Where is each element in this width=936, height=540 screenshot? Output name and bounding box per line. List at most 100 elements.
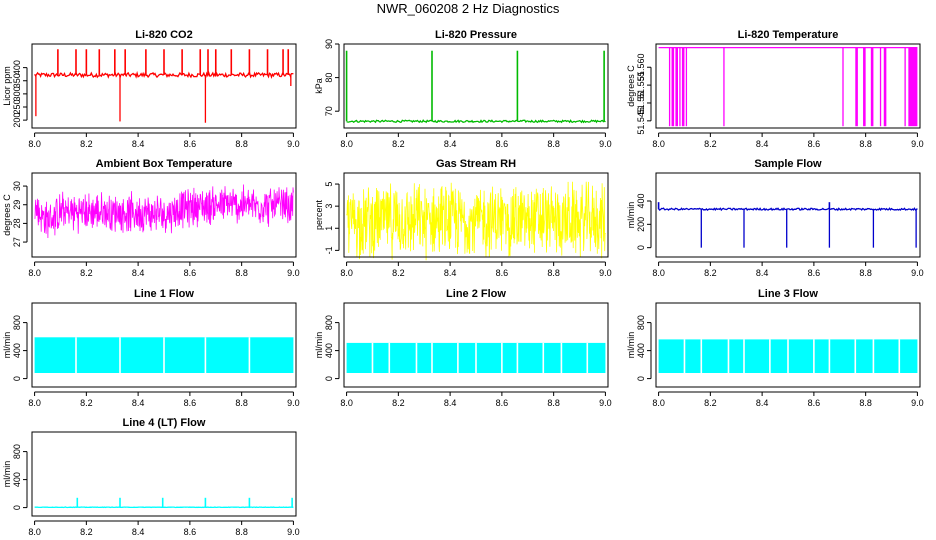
plot-frame-ambient <box>31 172 297 258</box>
drop-band-temperature <box>681 47 685 127</box>
block-gap-line3 <box>854 339 857 373</box>
block-gap-line1 <box>163 337 165 373</box>
y-tick-label: 400 <box>636 193 646 208</box>
x-tick-label: 8.6 <box>184 268 197 278</box>
y-axis-label-line3: ml/min <box>626 332 636 359</box>
y-tick-label: 0 <box>636 376 646 381</box>
y-tick-label: 0 <box>12 505 22 510</box>
x-tick-label: 8.6 <box>808 139 821 149</box>
drop-band-temperature <box>679 47 681 127</box>
y-axis-label-sample: ml/min <box>626 202 636 229</box>
y-tick-label: 80 <box>324 73 334 83</box>
x-tick-label: 8.6 <box>808 398 821 408</box>
drop-band-temperature <box>870 47 874 127</box>
x-tick-label: 8.8 <box>547 398 560 408</box>
y-tick-label: 27 <box>12 237 22 247</box>
x-tick-label: 8.8 <box>859 139 872 149</box>
plot-frame-line4 <box>31 431 297 517</box>
x-tick-label: 8.6 <box>184 139 197 149</box>
y-tick-label: 0 <box>12 376 22 381</box>
block-gap-line2 <box>516 342 519 373</box>
x-tick-label: 8.8 <box>859 268 872 278</box>
chart-title-line2: Line 2 Flow <box>446 288 506 300</box>
chart-panel-line4: Line 4 (LT) Flow 8.0 8.2 8.4 8.6 8.8 9.0 0 400 80… <box>2 417 300 537</box>
y-tick-label: 0 <box>324 376 334 381</box>
x-tick-label: 9.0 <box>287 139 300 149</box>
x-tick-label: 8.8 <box>859 398 872 408</box>
x-tick-label: 8.0 <box>340 139 353 149</box>
block-gap-line2 <box>371 342 374 373</box>
chart-panel-ambient: Ambient Box Temperature 8.0 8.2 8.4 8.6 8.8 9.… <box>2 158 300 278</box>
x-tick-label: 8.4 <box>444 398 457 408</box>
block-gap-line3 <box>683 339 686 373</box>
block-gap-line2 <box>560 342 563 373</box>
block-gap-line1 <box>248 337 251 373</box>
x-tick-label: 8.6 <box>808 268 821 278</box>
y-tick-label: 5 <box>324 182 334 187</box>
x-tick-label: 8.2 <box>80 398 93 408</box>
drop-band-temperature <box>671 47 675 127</box>
block-gap-line3 <box>813 339 815 373</box>
x-tick-label: 8.2 <box>80 139 93 149</box>
y-tick-label: 1 <box>324 226 334 231</box>
chart-title-line1: Line 1 Flow <box>134 288 194 300</box>
block-gap-line2 <box>475 342 477 373</box>
chart-panel-line2: Line 2 Flow 8.0 8.2 8.4 8.6 8.8 9.0 0 400 800ml/m… <box>314 288 612 408</box>
y-tick-label: 51.555 <box>636 71 646 99</box>
y-tick-label: 400 <box>324 343 334 358</box>
x-tick-label: 8.0 <box>28 268 41 278</box>
drop-band-temperature <box>668 47 671 127</box>
x-tick-label: 9.0 <box>599 139 612 149</box>
x-tick-label: 8.0 <box>652 268 665 278</box>
chart-title-line4: Line 4 (LT) Flow <box>123 417 206 429</box>
block-gap-line3 <box>743 339 745 373</box>
chart-title-line3: Line 3 Flow <box>758 288 818 300</box>
block-gap-line3 <box>828 339 831 373</box>
y-tick-label: 400 <box>12 60 22 75</box>
block-gap-line2 <box>501 342 503 373</box>
series-line-pressure <box>346 119 606 124</box>
y-tick-label: 29 <box>12 200 22 210</box>
chart-title-sample: Sample Flow <box>754 158 822 170</box>
y-tick-label: 51.55 <box>636 92 646 115</box>
y-tick-label: 300 <box>12 86 22 101</box>
plot-frame-sample <box>655 172 921 258</box>
y-axis-label-temperature: degrees C <box>626 65 636 107</box>
x-tick-label: 8.8 <box>547 139 560 149</box>
chart-title-rh: Gas Stream RH <box>436 158 516 170</box>
block-gap-line1 <box>75 337 77 373</box>
x-tick-label: 8.2 <box>704 268 717 278</box>
x-tick-label: 8.4 <box>132 398 145 408</box>
x-tick-label: 8.4 <box>132 268 145 278</box>
series-line-line4 <box>34 506 294 509</box>
page-title: NWR_060208 2 Hz Diagnostics <box>376 1 560 16</box>
y-axis-label-line4: ml/min <box>2 461 12 488</box>
chart-title-ambient: Ambient Box Temperature <box>96 158 233 170</box>
chart-panel-rh: Gas Stream RH 8.0 8.2 8.4 8.6 8.8 9.0 -1 1 3 5 perc… <box>314 158 612 278</box>
block-gap-line3 <box>872 339 875 373</box>
y-axis-label-rh: percent <box>314 199 324 230</box>
plot-frame-line1 <box>31 302 297 388</box>
plot-frame-line3 <box>655 302 921 388</box>
y-tick-label: 51.545 <box>636 107 646 135</box>
x-tick-label: 9.0 <box>911 139 924 149</box>
block-gap-line2 <box>586 342 589 373</box>
x-tick-label: 8.2 <box>392 398 405 408</box>
chart-panel-line1: Line 1 Flow 8.0 8.2 8.4 8.6 8.8 9.0 0 400 800ml/m… <box>2 288 300 408</box>
y-axis-label-line2: ml/min <box>314 332 324 359</box>
block-gap-line2 <box>542 342 545 373</box>
drop-band-temperature <box>863 47 866 127</box>
x-tick-label: 8.0 <box>28 398 41 408</box>
block-gap-line3 <box>787 339 789 373</box>
x-tick-label: 8.2 <box>704 139 717 149</box>
y-tick-label: 350 <box>12 73 22 88</box>
y-tick-label: 51.560 <box>636 53 646 81</box>
x-tick-label: 9.0 <box>599 268 612 278</box>
drop-band-temperature <box>904 47 906 127</box>
drop-band-temperature <box>879 47 882 127</box>
y-tick-label: 90 <box>324 39 334 49</box>
series-noise-ambient <box>34 184 294 239</box>
x-tick-label: 8.8 <box>235 527 248 537</box>
block-gap-line2 <box>431 342 433 373</box>
x-tick-label: 8.4 <box>756 268 769 278</box>
